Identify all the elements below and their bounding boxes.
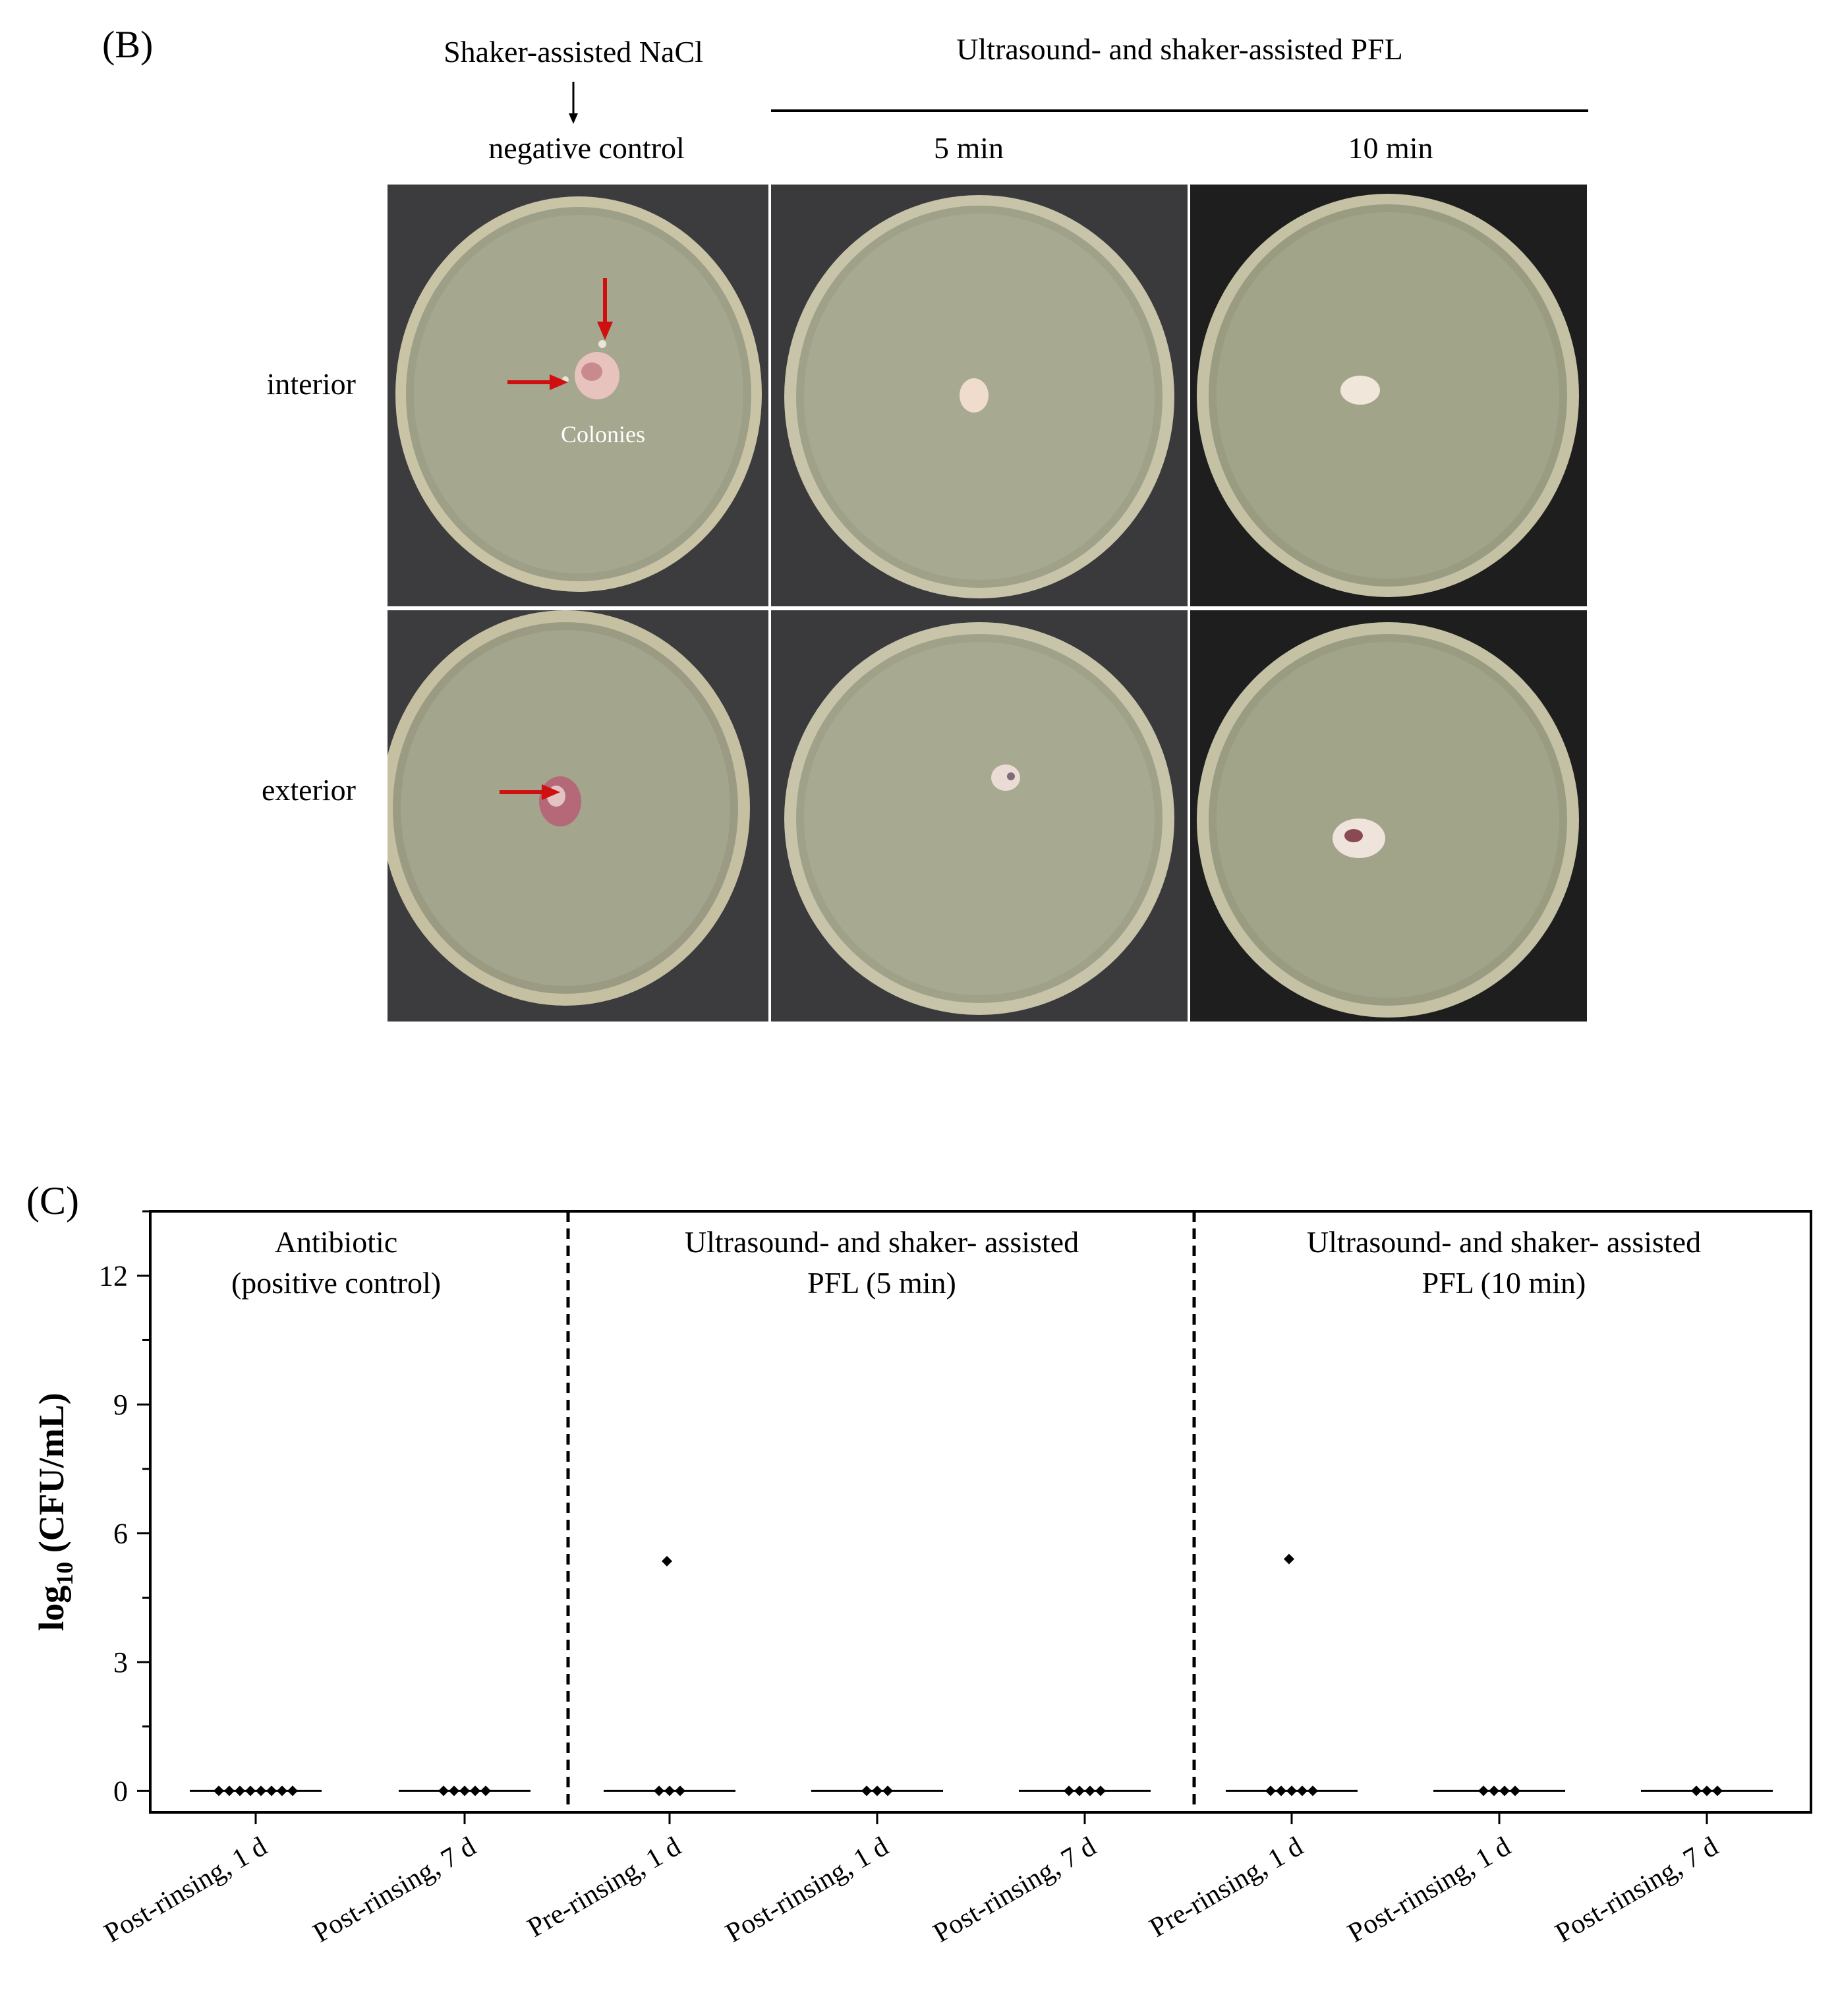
x-tick-label: Post-rinsing, 7 d [308, 1831, 481, 1949]
down-arrow-icon [569, 82, 578, 124]
data-point [214, 1785, 224, 1797]
data-point [480, 1785, 491, 1797]
header-negative-control-treatment: Shaker-assisted NaCl [444, 35, 703, 69]
data-point [872, 1785, 882, 1797]
panel-b-label: (B) [102, 23, 154, 66]
y-tick-label: 3 [113, 1646, 128, 1679]
data-point [861, 1785, 872, 1797]
row-label-interior: interior [266, 367, 356, 401]
data-point [1499, 1785, 1510, 1797]
y-tick-label: 6 [113, 1518, 128, 1550]
data-point [1085, 1785, 1095, 1797]
photo-interior-10min [1190, 185, 1587, 606]
data-point [449, 1785, 459, 1797]
data-point [256, 1785, 266, 1797]
y-axis-label: log10 (CFU/mL) [32, 1393, 78, 1630]
photo-exterior-5min [771, 610, 1188, 1022]
data-point [1702, 1785, 1712, 1797]
x-tick-label: Post-rinsing, 7 d [1551, 1831, 1723, 1949]
y-tick-label: 12 [99, 1260, 128, 1292]
data-point [266, 1785, 277, 1797]
data-point [438, 1785, 449, 1797]
x-tick-label: Post-rinsing, 7 d [929, 1831, 1101, 1949]
data-point [1064, 1785, 1074, 1797]
data-point [459, 1785, 470, 1797]
data-point [224, 1785, 235, 1797]
data-point [882, 1785, 893, 1797]
plot-frame [149, 1210, 1812, 1814]
exterior-arrow-icon [500, 784, 560, 800]
data-point [1074, 1785, 1085, 1797]
data-point [1307, 1785, 1318, 1797]
row-label-exterior: exterior [261, 773, 356, 807]
y-tick-label: 9 [113, 1389, 128, 1421]
data-point [675, 1785, 685, 1797]
data-point [277, 1785, 287, 1797]
data-point [470, 1785, 480, 1797]
group-title-line1: Antibiotic [275, 1225, 398, 1259]
data-point [1510, 1785, 1520, 1797]
photo-interior-5min [771, 185, 1188, 606]
colony-arrow-horizontal-icon [507, 374, 568, 390]
data-point [654, 1785, 664, 1797]
data-point [1489, 1785, 1499, 1797]
header-10min: 10 min [1348, 131, 1433, 165]
data-point [1265, 1785, 1276, 1797]
header-5min: 5 min [933, 131, 1004, 165]
data-point [1712, 1785, 1723, 1797]
data-point [235, 1785, 245, 1797]
header-group-rule [771, 109, 1588, 112]
data-point [1276, 1785, 1286, 1797]
header-negative-control: negative control [488, 131, 685, 165]
photo-interior-negative-control [388, 185, 768, 606]
x-tick-label: Pre-rinsing, 1 d [523, 1831, 686, 1944]
data-point [287, 1785, 298, 1797]
data-point [1095, 1785, 1106, 1797]
group-title-line2: PFL (5 min) [807, 1266, 956, 1300]
colonies-annotation: Colonies [560, 421, 645, 447]
group-title-line2: (positive control) [231, 1266, 441, 1300]
header-pfl-group: Ultrasound- and shaker-assisted PFL [956, 32, 1403, 66]
x-tick-label: Post-rinsing, 1 d [1343, 1831, 1516, 1949]
data-point [1478, 1785, 1489, 1797]
group-title-line2: PFL (10 min) [1422, 1266, 1586, 1300]
petri-dish-photo-grid [388, 185, 1587, 1022]
data-point [1286, 1785, 1297, 1797]
data-point [1297, 1785, 1307, 1797]
group-title-line1: Ultrasound- and shaker- assisted [685, 1225, 1079, 1259]
group-title-line1: Ultrasound- and shaker- assisted [1307, 1225, 1701, 1259]
data-point [1691, 1785, 1702, 1797]
x-tick-label: Post-rinsing, 1 d [100, 1831, 272, 1949]
y-tick-label: 0 [113, 1775, 128, 1807]
data-point [1284, 1553, 1294, 1565]
photo-exterior-negative-control [388, 610, 768, 1022]
panel-c-label: (C) [26, 1179, 79, 1223]
data-point [664, 1785, 675, 1797]
x-tick-label: Post-rinsing, 1 d [721, 1831, 894, 1949]
data-point [662, 1555, 672, 1567]
data-point [245, 1785, 256, 1797]
photo-exterior-10min [1190, 610, 1587, 1022]
colony-arrow-vertical-icon [597, 278, 613, 340]
x-tick-label: Pre-rinsing, 1 d [1145, 1831, 1308, 1944]
